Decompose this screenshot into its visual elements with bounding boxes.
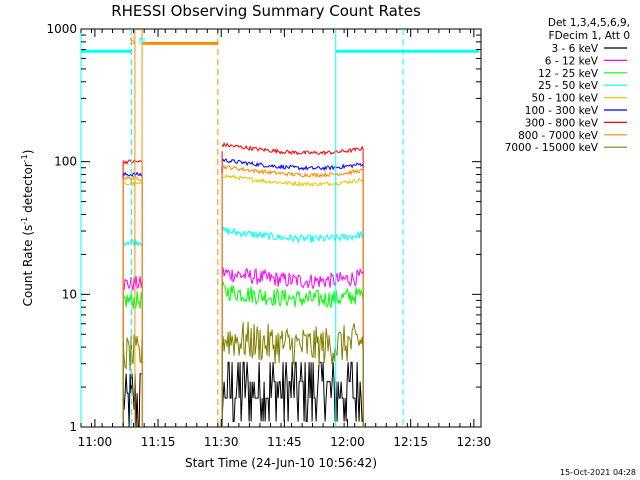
x-tick-label: 12:30	[457, 435, 492, 449]
plot-area	[80, 28, 482, 428]
y-tick-label: 1	[69, 420, 77, 434]
legend-header-detectors: Det 1,3,4,5,6,9,	[548, 17, 630, 29]
y-axis-label-suffix: detector	[21, 162, 35, 217]
legend-label: 800 - 7000 keV	[518, 130, 599, 142]
x-axis-label: Start Time (24-Jun-10 10:56:42)	[185, 456, 377, 470]
series-3-6kev	[122, 361, 364, 428]
series-line	[221, 158, 364, 427]
series-7000-15000kev	[122, 321, 364, 427]
y-tick-label: 100	[54, 155, 77, 169]
x-tick-label: 12:00	[330, 435, 365, 449]
series-line	[122, 333, 143, 427]
legend-label: 50 - 100 keV	[531, 93, 598, 105]
legend: Det 1,3,4,5,6,9, FDecim 1, Att 0 3 - 6 k…	[505, 17, 630, 154]
y-axis-label: Count Rate (s-1 detector-1)	[20, 150, 35, 307]
y-axis-label-prefix: Count Rate (s	[21, 225, 35, 307]
series-line	[221, 321, 364, 427]
x-tick-label: 11:45	[267, 435, 302, 449]
legend-label: 100 - 300 keV	[525, 105, 599, 117]
legend-label: 6 - 12 keV	[545, 55, 599, 67]
legend-label: 25 - 50 keV	[538, 80, 599, 92]
chart-title: RHESSI Observing Summary Count Rates	[111, 2, 421, 20]
series-12-25kev	[122, 281, 364, 427]
series-line	[221, 141, 364, 427]
axes: 11:00 11:15 11:30 11:45 12:00 12:15 12:30 1 10 10…	[46, 22, 491, 449]
series-6-12kev	[122, 267, 364, 427]
series-line	[221, 361, 364, 427]
x-tick-label: 11:15	[141, 435, 176, 449]
x-tick-label: 12:15	[393, 435, 428, 449]
legend-label: 3 - 6 keV	[551, 43, 598, 55]
legend-label: 300 - 800 keV	[525, 117, 599, 129]
y-tick-label: 1000	[46, 22, 77, 36]
footer-date: 15-Oct-2021 04:28	[560, 468, 636, 477]
legend-label: 7000 - 15000 keV	[505, 142, 599, 154]
y-tick-label: 10	[62, 287, 77, 301]
y-axis-label-close: )	[21, 150, 35, 155]
annotation-s: S	[130, 37, 136, 47]
y-axis-label-superscript: -1	[20, 217, 29, 225]
y-axis-label-superscript-2: -1	[20, 154, 29, 162]
legend-label: 12 - 25 keV	[538, 68, 599, 80]
x-tick-label: 11:00	[78, 435, 113, 449]
x-tick-label: 11:30	[204, 435, 239, 449]
annotation-n: N	[139, 37, 146, 47]
series-line	[122, 373, 143, 428]
legend-header-decimation: FDecim 1, Att 0	[549, 30, 630, 42]
